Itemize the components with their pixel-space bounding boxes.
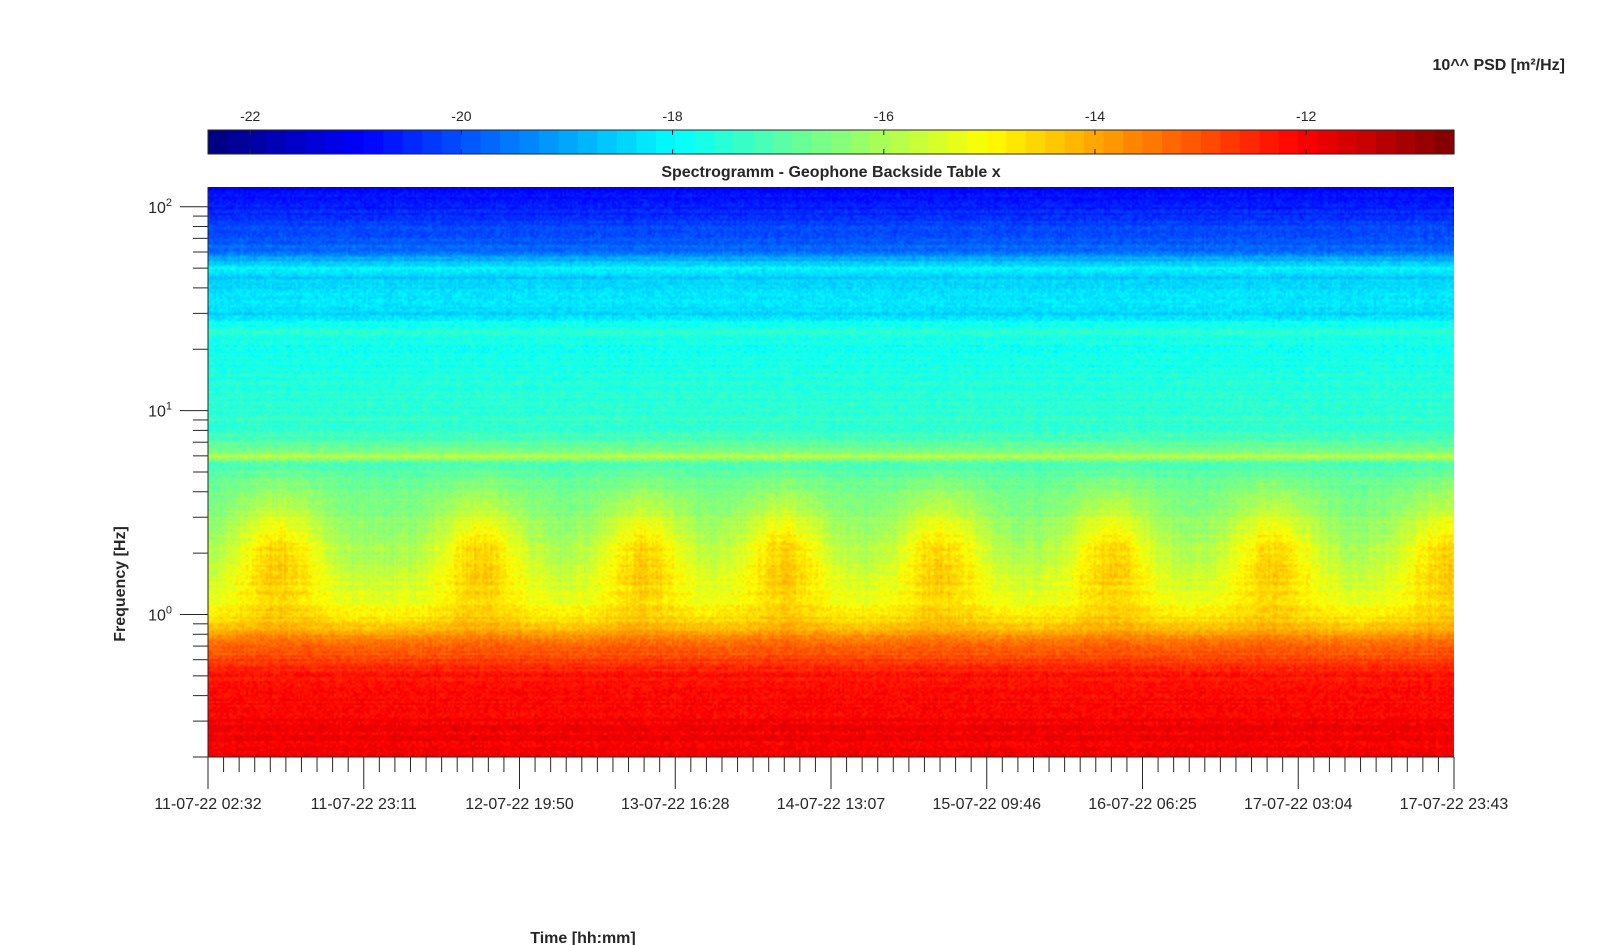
colorbar-cell (538, 130, 560, 154)
colorbar-cell (363, 130, 384, 154)
x-tick-label: 16-07-22 06:25 (1088, 796, 1197, 813)
colorbar-cell (441, 130, 462, 154)
colorbar-cell (246, 130, 268, 154)
x-tick-label: 14-07-22 13:07 (777, 796, 886, 813)
colorbar-cell (597, 130, 618, 154)
y-tick-label: 100 (148, 605, 172, 625)
x-tick-label: 15-07-22 09:46 (932, 796, 1041, 813)
colorbar-cell (1103, 130, 1124, 154)
colorbar-cell (753, 130, 774, 154)
colorbar-cell (1006, 130, 1027, 154)
colorbar-cell (811, 130, 832, 154)
colorbar-cell (616, 130, 637, 154)
colorbar-cell (636, 130, 657, 154)
colorbar-cell (947, 130, 968, 154)
x-axis-label: Time [hh:mm] (530, 930, 635, 945)
colorbar-cell (1415, 130, 1436, 154)
colorbar-cell (1259, 130, 1280, 154)
colorbar-cell (402, 130, 423, 154)
colorbar-cell (227, 130, 248, 154)
colorbar-cell (733, 130, 754, 154)
colorbar-ticks: -22 -20 -18 -16 -14 -12 (240, 108, 1317, 154)
colorbar-cell (577, 130, 598, 154)
colorbar-cell (1025, 130, 1046, 154)
colorbar-cell (1142, 130, 1163, 154)
colorbar-cell (324, 130, 345, 154)
colorbar-cell (772, 130, 793, 154)
colorbar-cell (519, 130, 540, 154)
colorbar-cell (1356, 130, 1377, 154)
colorbar-cell (1181, 130, 1202, 154)
colorbar-cell (1123, 130, 1144, 154)
colorbar-cell (344, 130, 365, 154)
colorbar-cell (422, 130, 443, 154)
colorbar-cell (1200, 130, 1221, 154)
colorbar-cell (500, 130, 521, 154)
colorbar-cell (655, 130, 676, 154)
colorbar-cell (266, 130, 287, 154)
colorbar-tick-label: -16 (874, 108, 894, 124)
colorbar-cell (967, 130, 988, 154)
colorbar-cell (675, 130, 696, 154)
colorbar-cell (461, 130, 482, 154)
colorbar-cell (1376, 130, 1397, 154)
colorbar-cell (1298, 130, 1319, 154)
colorbar-cell (889, 130, 910, 154)
colorbar-cell (1045, 130, 1066, 154)
colorbar-cell (305, 130, 326, 154)
y-tick-label: 102 (148, 197, 172, 217)
colorbar-cell (792, 130, 813, 154)
colorbar-cell (850, 130, 871, 154)
colorbar-label: 10^^ PSD [m²/Hz] (1433, 57, 1565, 74)
colorbar-cell (1278, 130, 1299, 154)
colorbar-tick-label: -18 (662, 108, 682, 124)
colorbar-cell (558, 130, 579, 154)
colorbar-tick-label: -14 (1085, 108, 1105, 124)
colorbar-cell (1239, 130, 1260, 154)
colorbar-cell (986, 130, 1007, 154)
colorbar-cell (1337, 130, 1358, 154)
colorbar-tick-label: -20 (451, 108, 471, 124)
colorbar-cell (480, 130, 501, 154)
colorbar-cell (1084, 130, 1105, 154)
colorbar-cell (1064, 130, 1085, 154)
colorbar-cell (1317, 130, 1338, 154)
colorbar-tick-label: -22 (240, 108, 260, 124)
colorbar-tick-label: -12 (1296, 108, 1316, 124)
y-axis: 100 101 102 (148, 187, 209, 758)
colorbar-cell (1434, 130, 1455, 154)
colorbar-cell (383, 130, 404, 154)
x-tick-label: 17-07-22 03:04 (1244, 796, 1353, 813)
x-tick-label: 17-07-22 23:43 (1400, 796, 1509, 813)
x-axis: 11-07-22 02:32 11-07-22 23:11 12-07-22 19:… (154, 756, 1509, 813)
colorbar-cell (208, 130, 229, 154)
spectrogram-image (208, 187, 1454, 757)
colorbar-cell (831, 130, 852, 154)
colorbar-cell (714, 130, 735, 154)
colorbar-cell (928, 130, 949, 154)
x-tick-label: 11-07-22 23:11 (311, 796, 417, 813)
colorbar-cell (1161, 130, 1183, 154)
colorbar-cell (694, 130, 715, 154)
colorbar-cell (908, 130, 929, 154)
chart-title: Spectrogramm - Geophone Backside Table x (661, 164, 1000, 181)
colorbar-cell (285, 130, 306, 154)
x-tick-label: 12-07-22 19:50 (465, 796, 574, 813)
colorbar-cell (869, 130, 891, 154)
colorbar-frame (207, 129, 1455, 155)
x-tick-label: 11-07-22 02:32 (154, 796, 261, 813)
colorbar-cells (208, 130, 1455, 154)
colorbar-cell (1220, 130, 1241, 154)
x-tick-label: 13-07-22 16:28 (621, 796, 730, 813)
colorbar: -22 -20 -18 -16 -14 -12 10^^ PSD [m²/Hz] (207, 57, 1565, 155)
y-axis-label: Frequency [Hz] (112, 526, 129, 642)
y-tick-label: 101 (148, 401, 172, 421)
colorbar-cell (1395, 130, 1416, 154)
